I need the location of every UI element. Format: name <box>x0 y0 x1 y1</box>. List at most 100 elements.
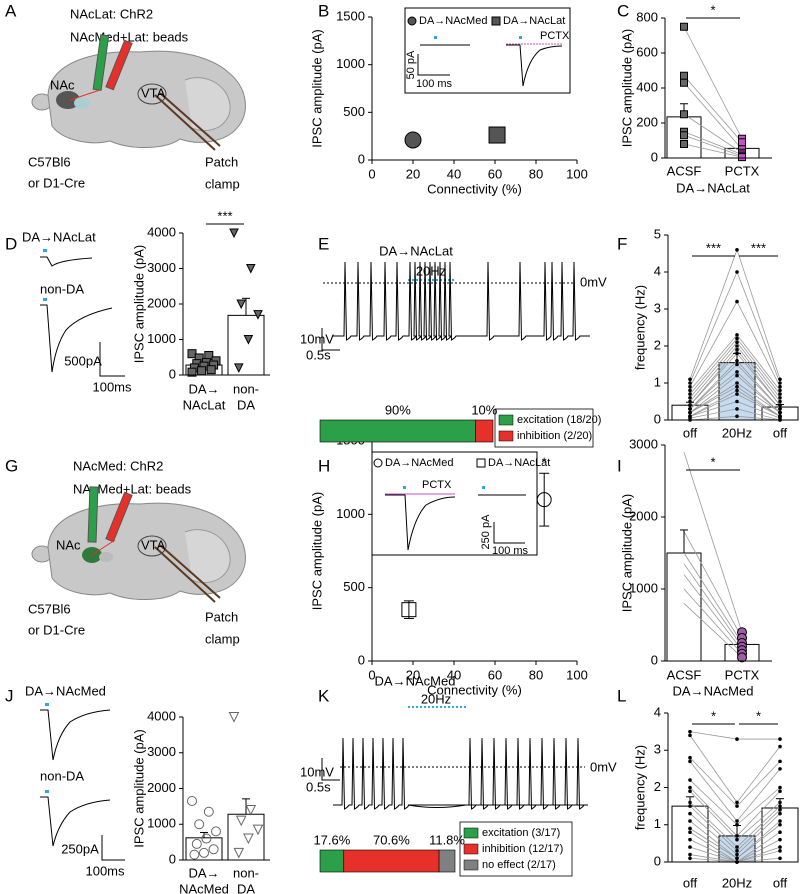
point <box>735 347 739 352</box>
point <box>688 729 692 734</box>
point <box>680 140 688 148</box>
y-tick-label: 3 <box>654 742 661 757</box>
y-tick-label: 2 <box>654 779 661 794</box>
point <box>735 392 739 396</box>
bar-segment <box>343 849 440 873</box>
y-tick-label: 1500 <box>336 8 365 23</box>
annotation: * <box>542 455 547 470</box>
point <box>488 126 506 144</box>
trace <box>385 494 456 551</box>
schematic-label: Patch <box>205 609 238 624</box>
pair-line <box>683 26 743 139</box>
pair-line <box>683 134 743 157</box>
point <box>735 370 739 374</box>
probe <box>105 39 133 91</box>
point <box>778 377 782 382</box>
x-tick-label: DA <box>237 881 255 894</box>
pair-line <box>736 824 781 859</box>
point <box>688 778 692 782</box>
scale-bar <box>101 835 125 861</box>
scale-label: 250 pA <box>480 514 492 550</box>
pair-line <box>736 338 781 395</box>
schematic-line: NAcMed+Lat: beads <box>73 481 192 496</box>
point <box>735 804 739 808</box>
x-tick-label: 40 <box>447 166 461 181</box>
pair-line <box>683 75 743 143</box>
x-tick-label: 0 <box>368 667 375 682</box>
y-axis-label: IPSC amplitude (pA) <box>309 492 324 611</box>
significance-label: *** <box>217 208 232 223</box>
point <box>680 71 688 80</box>
pipette <box>154 94 216 151</box>
point <box>536 492 552 508</box>
bar <box>761 807 799 863</box>
point <box>778 392 782 396</box>
level-label: 0mV <box>590 759 617 774</box>
stim-label: 20Hz <box>421 691 451 706</box>
point <box>735 834 739 838</box>
pair-line <box>689 790 738 840</box>
trace <box>333 737 588 810</box>
y-axis-label: IPSC amplitude (pA) <box>309 29 324 148</box>
current-traces: DA→NAcMed non-DA 250pA 100ms <box>25 683 125 878</box>
point <box>778 759 782 764</box>
voltage-trace: DA→NAcMed 20Hz 0mV 10mV 0.5s <box>300 673 617 794</box>
point <box>688 789 692 794</box>
panel-label: L <box>617 686 626 705</box>
probe <box>87 486 99 543</box>
point <box>401 602 417 618</box>
pair-line <box>736 382 781 413</box>
scale-label: 100 ms <box>492 545 529 557</box>
scale-bar <box>321 328 340 351</box>
scale-bar <box>99 342 125 377</box>
bar-segment <box>438 849 456 873</box>
point <box>778 785 782 790</box>
point <box>778 837 782 842</box>
pair-line <box>689 393 738 417</box>
stim-marker <box>482 486 485 489</box>
vta <box>137 535 167 557</box>
x-tick-label: off <box>773 875 788 890</box>
y-tick-label: 2000 <box>147 295 176 310</box>
legend-label: inhibition (12/17) <box>482 843 563 855</box>
x-tick-label: 20 <box>406 166 420 181</box>
schematic-label: C57Bl6 <box>28 154 71 169</box>
x-tick-label: ACSF <box>667 163 702 178</box>
cerebellum <box>184 77 231 132</box>
scale-label: 50 pA <box>405 50 417 79</box>
trace <box>40 796 111 847</box>
trace <box>333 261 590 341</box>
point <box>735 856 739 861</box>
value-label: 17.6% <box>313 832 350 847</box>
scale-label: 10mV <box>300 331 334 346</box>
pair-line <box>736 371 781 413</box>
legend-marker <box>491 16 501 26</box>
scale-bar <box>321 758 340 781</box>
point <box>688 403 692 408</box>
pair-line <box>689 757 738 807</box>
point <box>253 310 263 320</box>
legend-marker <box>407 16 417 26</box>
pair-line <box>689 779 738 826</box>
bar <box>666 552 702 662</box>
point <box>778 767 782 771</box>
point <box>203 806 214 817</box>
x-tick-label: 20Hz <box>722 425 752 440</box>
pair-line <box>689 353 738 406</box>
scale-label: 0.5s <box>306 347 331 362</box>
panel-label: J <box>5 686 14 705</box>
point <box>735 333 739 337</box>
panel-label: G <box>5 456 18 475</box>
pair-line <box>736 831 781 863</box>
schematic: NAcLat: ChR2 NAcMed+Lat: beads NAc VTA C… <box>28 6 246 191</box>
legend-label: DA→NAcLat <box>488 457 550 469</box>
point <box>187 367 197 377</box>
point <box>688 845 692 849</box>
stim-marker <box>45 790 49 793</box>
legend-label: excitation (3/17) <box>482 827 560 839</box>
point <box>735 819 739 823</box>
pair-line <box>683 552 743 644</box>
value-label: 11.8% <box>429 832 465 847</box>
pair-line <box>736 342 781 399</box>
point <box>252 824 264 836</box>
